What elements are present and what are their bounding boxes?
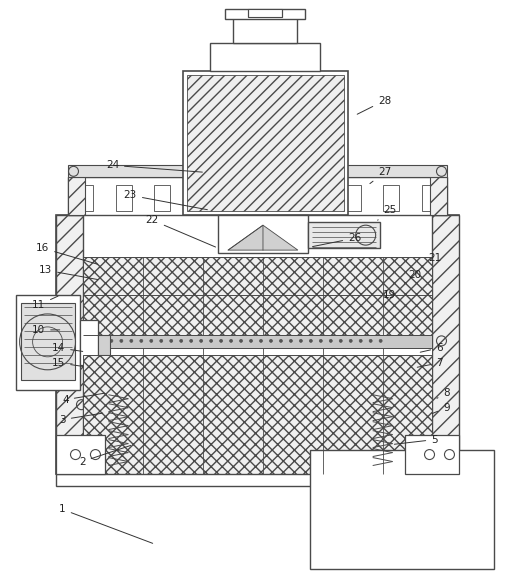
Circle shape (160, 339, 163, 342)
Bar (308, 222, 380, 248)
Bar (187, 74, 344, 211)
Circle shape (180, 339, 183, 342)
Circle shape (349, 339, 352, 342)
Text: 26: 26 (313, 233, 361, 247)
Bar (16, 295, 80, 390)
Bar (405, 435, 460, 474)
Bar (348, 380, 417, 474)
Bar (55, 215, 83, 474)
Circle shape (130, 339, 133, 342)
Circle shape (290, 339, 292, 342)
Text: 24: 24 (106, 161, 203, 172)
Bar (83, 257, 432, 335)
Text: 25: 25 (378, 205, 396, 220)
Circle shape (169, 339, 173, 342)
Circle shape (219, 339, 222, 342)
Text: 21: 21 (422, 253, 441, 267)
Circle shape (319, 339, 322, 342)
Text: 23: 23 (124, 190, 207, 210)
Text: 20: 20 (405, 270, 421, 283)
Circle shape (190, 339, 193, 342)
Bar (83, 355, 432, 474)
Bar (356, 455, 410, 474)
Bar (432, 215, 460, 474)
Circle shape (249, 339, 252, 342)
Circle shape (329, 339, 332, 342)
Bar (83, 335, 432, 348)
Bar (68, 165, 447, 178)
Text: 10: 10 (32, 325, 60, 335)
Circle shape (200, 339, 203, 342)
Bar (210, 42, 320, 70)
Circle shape (359, 339, 362, 342)
Polygon shape (228, 225, 298, 250)
Bar (94, 380, 155, 474)
Text: 15: 15 (52, 358, 83, 368)
Text: 16: 16 (36, 243, 98, 264)
Text: 8: 8 (437, 388, 450, 398)
Circle shape (90, 339, 93, 342)
Bar (154, 185, 170, 211)
Bar (348, 380, 417, 392)
Bar (94, 380, 155, 392)
Circle shape (340, 339, 342, 342)
Bar (68, 178, 86, 215)
Text: 11: 11 (32, 296, 58, 310)
Bar (98, 335, 110, 355)
Bar (225, 9, 305, 19)
Circle shape (120, 339, 123, 342)
Bar (383, 185, 399, 211)
Bar (21, 303, 75, 380)
Circle shape (309, 339, 313, 342)
Circle shape (260, 339, 263, 342)
Circle shape (140, 339, 143, 342)
Bar (183, 70, 348, 215)
Circle shape (230, 339, 233, 342)
Bar (55, 474, 460, 487)
Bar (192, 185, 208, 211)
Text: 1: 1 (59, 505, 153, 544)
Text: 13: 13 (39, 265, 98, 279)
Text: 4: 4 (62, 393, 105, 404)
Bar (310, 449, 494, 569)
Bar (68, 178, 447, 215)
Bar (55, 435, 105, 474)
Bar (421, 185, 438, 211)
Bar (218, 215, 308, 253)
Bar (55, 215, 460, 474)
Bar (101, 455, 147, 474)
Circle shape (100, 339, 103, 342)
Text: 28: 28 (357, 95, 391, 114)
Text: 19: 19 (383, 290, 396, 305)
Circle shape (369, 339, 372, 342)
Bar (248, 9, 282, 17)
Text: 6: 6 (420, 343, 443, 353)
Text: 7: 7 (417, 358, 443, 368)
Circle shape (279, 339, 282, 342)
Bar (269, 185, 285, 211)
Circle shape (240, 339, 242, 342)
Text: 27: 27 (370, 167, 391, 183)
Circle shape (269, 339, 272, 342)
Text: 2: 2 (79, 445, 131, 467)
Bar (345, 185, 361, 211)
Text: 22: 22 (146, 215, 215, 247)
Circle shape (150, 339, 153, 342)
Bar (83, 348, 432, 474)
Text: 3: 3 (59, 413, 103, 425)
Bar (77, 185, 94, 211)
Bar (430, 178, 447, 215)
Bar (116, 185, 132, 211)
Circle shape (210, 339, 213, 342)
Text: 5: 5 (394, 435, 438, 445)
Circle shape (299, 339, 302, 342)
Bar (80, 320, 98, 365)
Bar (231, 185, 246, 211)
Text: 9: 9 (432, 403, 450, 414)
Circle shape (110, 339, 113, 342)
Bar (307, 185, 323, 211)
Bar (233, 16, 297, 42)
Circle shape (379, 339, 382, 342)
Text: 14: 14 (52, 343, 83, 353)
